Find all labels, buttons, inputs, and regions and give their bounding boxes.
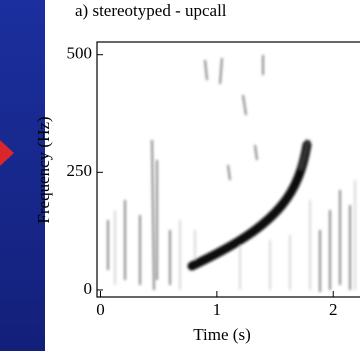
y-tick-label: 0 <box>84 279 93 298</box>
spectrogram <box>107 55 356 292</box>
y-tick-label: 500 <box>67 44 93 63</box>
y-tick-label: 250 <box>67 161 93 180</box>
plot-frame <box>96 41 360 298</box>
figure-panel <box>45 0 360 351</box>
x-tick-label: 2 <box>329 300 338 319</box>
x-tick-label: 1 <box>213 300 222 319</box>
arrow <box>0 140 14 166</box>
x-tick-label: 0 <box>96 300 105 319</box>
chart-title: a) stereotyped - upcall <box>75 1 227 20</box>
y-axis-label: Frequency (Hz) <box>34 116 53 223</box>
x-axis-label: Time (s) <box>193 325 250 344</box>
